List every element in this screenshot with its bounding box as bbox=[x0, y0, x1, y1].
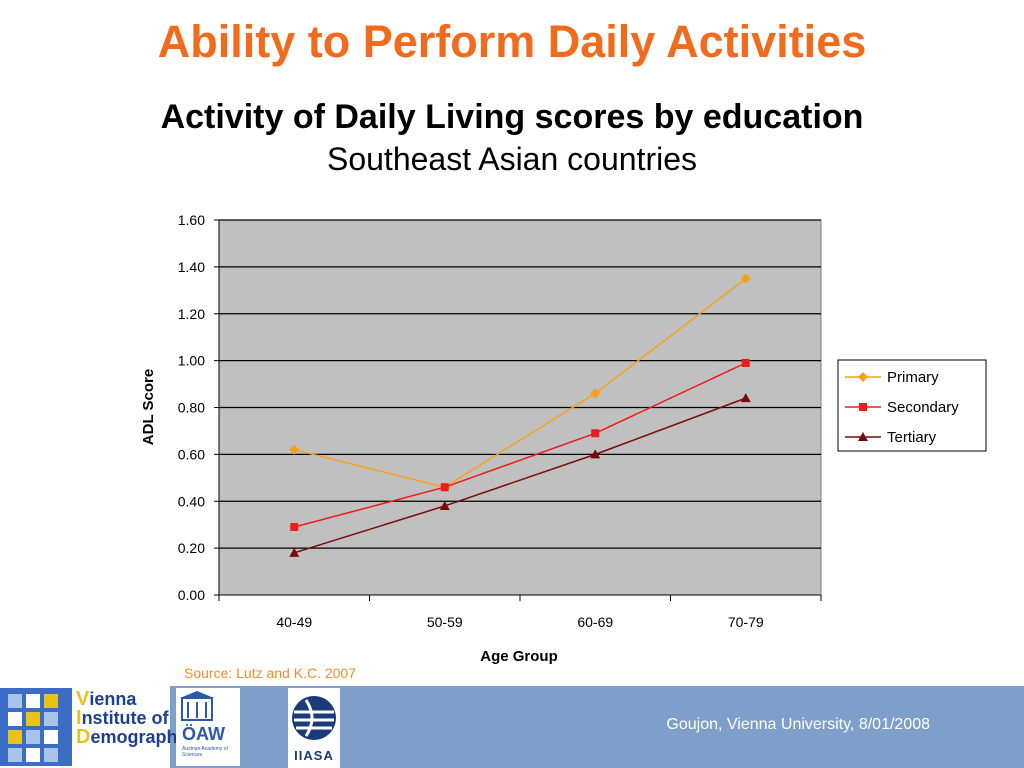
legend-label-tertiary: Tertiary bbox=[887, 429, 937, 446]
y-tick-label: 0.60 bbox=[178, 446, 205, 462]
data-point-secondary bbox=[741, 358, 750, 367]
legend-marker-secondary bbox=[859, 403, 867, 411]
legend: Primary Secondary Tertiary bbox=[837, 359, 987, 452]
y-tick-label: 0.80 bbox=[178, 400, 205, 416]
footer-credit: Goujon, Vienna University, 8/01/2008 bbox=[666, 716, 930, 733]
series-line-tertiary bbox=[294, 397, 747, 554]
data-point-secondary bbox=[290, 523, 299, 532]
data-point-secondary bbox=[440, 483, 449, 492]
oaw-logo: ÖAW Austrian Academy of Sciences bbox=[176, 688, 240, 766]
data-point-tertiary bbox=[289, 547, 300, 557]
vid-mosaic-icon bbox=[0, 688, 72, 766]
y-tick-labels: 0.00 0.20 0.40 0.60 0.80 1.00 1.20 1.40 1.60 bbox=[178, 212, 205, 603]
y-tick-label: 0.20 bbox=[178, 540, 205, 556]
x-tick-labels: 40-49 50-59 60-69 70-79 bbox=[276, 614, 764, 630]
footer-band: Vienna Institute of Demography ÖAW Austr… bbox=[0, 686, 1024, 768]
data-point-primary bbox=[740, 273, 751, 284]
legend-marker-primary bbox=[858, 372, 868, 382]
oaw-logo-name: ÖAW bbox=[182, 724, 225, 744]
data-point-primary bbox=[289, 444, 300, 455]
chart-region-subtitle: Southeast Asian countries bbox=[326, 141, 697, 177]
vid-logo-text: Vienna Institute of Demography bbox=[76, 688, 188, 748]
y-tick-label: 0.00 bbox=[178, 587, 205, 603]
y-tick-label: 1.20 bbox=[178, 306, 205, 322]
series-secondary bbox=[290, 358, 750, 532]
y-tick-label: 1.40 bbox=[178, 259, 205, 275]
data-point-tertiary bbox=[740, 393, 751, 403]
series-line-secondary bbox=[294, 362, 747, 528]
y-axis-label: ADL Score bbox=[140, 369, 157, 445]
x-axis-label: Age Group bbox=[480, 648, 558, 665]
data-point-tertiary bbox=[590, 449, 601, 459]
y-tick-label: 0.40 bbox=[178, 493, 205, 509]
slide-title: Ability to Perform Daily Activities bbox=[157, 16, 867, 67]
iiasa-logo-name: IIASA bbox=[294, 748, 334, 763]
legend-label-secondary: Secondary bbox=[887, 399, 959, 416]
data-point-primary bbox=[590, 388, 601, 399]
series-line-primary bbox=[294, 277, 747, 488]
y-tick-label: 1.00 bbox=[178, 353, 205, 369]
chart-subtitle: Activity of Daily Living scores by educa… bbox=[160, 98, 864, 136]
y-tick-label: 1.60 bbox=[178, 212, 205, 228]
data-point-secondary bbox=[591, 429, 600, 438]
x-tick-label: 40-49 bbox=[276, 614, 312, 630]
vid-logo: Vienna Institute of Demography bbox=[0, 686, 187, 768]
oaw-building-icon bbox=[180, 691, 214, 721]
legend-marker-tertiary bbox=[858, 432, 868, 441]
data-point-tertiary bbox=[439, 500, 450, 510]
x-tick-label: 60-69 bbox=[577, 614, 613, 630]
gridlines bbox=[219, 219, 821, 549]
legend-label-primary: Primary bbox=[887, 369, 939, 386]
adl-line-chart: 0.00 0.20 0.40 0.60 0.80 1.00 1.20 1.40 1.60 40-… bbox=[140, 212, 987, 665]
series-tertiary bbox=[289, 393, 751, 557]
iiasa-logo: IIASA bbox=[288, 688, 340, 768]
series-group bbox=[289, 273, 751, 557]
source-note: Source: Lutz and K.C. 2007 bbox=[184, 665, 356, 681]
iiasa-globe-icon bbox=[292, 696, 336, 740]
x-tick-label: 50-59 bbox=[427, 614, 463, 630]
oaw-logo-subtext: Austrian Academy of Sciences bbox=[182, 746, 228, 758]
x-tick-label: 70-79 bbox=[728, 614, 764, 630]
axes bbox=[214, 219, 822, 601]
